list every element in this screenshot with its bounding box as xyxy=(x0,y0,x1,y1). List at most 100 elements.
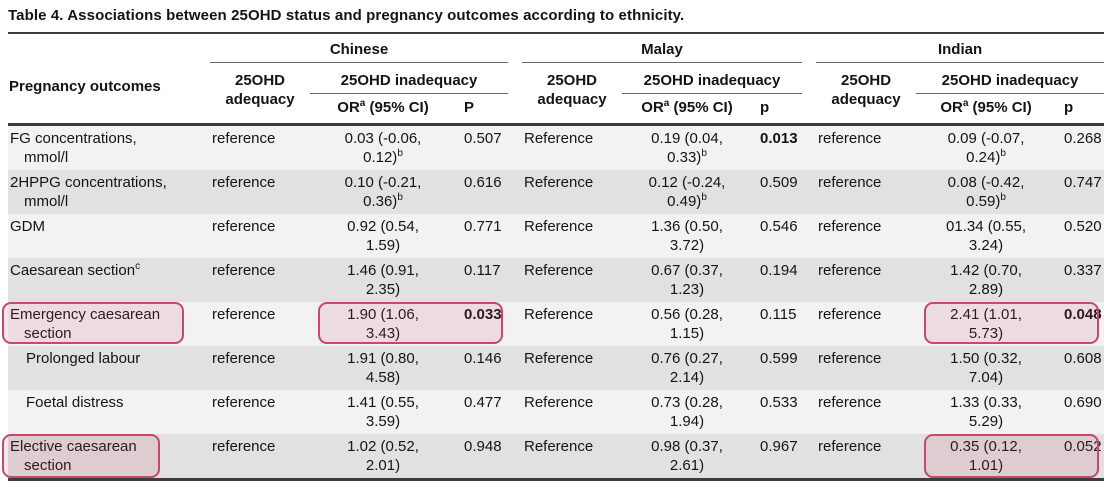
or-ci-cell: 0.76 (0.27, 2.14) xyxy=(622,346,752,390)
footnote-marker: b xyxy=(701,147,707,159)
or-ci-line2: 1.59) xyxy=(365,236,401,254)
outcome-text-line2: section xyxy=(24,456,72,474)
or-ci-line1: 0.08 (-0.42, xyxy=(947,174,1025,191)
adequacy-cell: reference xyxy=(818,130,882,147)
or-ci-cell: 0.98 (0.37, 2.61) xyxy=(622,434,752,481)
or-ci-line1: 1.41 (0.55, xyxy=(347,394,419,411)
or-ci-line1: 0.10 (-0.21, xyxy=(344,174,422,191)
column-spacer xyxy=(802,302,816,346)
p-header-chinese: P xyxy=(456,93,508,126)
table-row: FG concentrations, mmol/l reference 0.03 (-… xyxy=(8,124,1105,171)
inadequacy-header-indian: 25OHD inadequacy xyxy=(916,62,1105,94)
or-ci-line2: 0.49)b xyxy=(667,191,707,210)
outcome-text: Caesarean section xyxy=(10,262,136,279)
adequacy-cell: Reference xyxy=(524,218,594,235)
column-spacer xyxy=(508,170,522,214)
or-ci-line2: 0.33)b xyxy=(667,147,707,166)
adequacy-cell: reference xyxy=(816,434,917,481)
or-ci-cell: 0.03 (-0.06, 0.12)b xyxy=(310,125,456,171)
column-spacer xyxy=(802,34,816,63)
adequacy-header-indian: 25OHD adequacy xyxy=(816,62,917,126)
or-ci-line2: 1.01) xyxy=(968,456,1004,474)
or-ci-line2: 0.59)b xyxy=(966,191,1006,210)
outcome-label: Foetal distress xyxy=(10,394,196,413)
or-ci-header-malay: ORa (95% CI) xyxy=(622,93,752,126)
column-spacer xyxy=(198,34,210,63)
p-value-cell: 0.967 xyxy=(752,434,803,481)
column-spacer xyxy=(508,125,522,171)
or-ci-line1: 1.02 (0.52, xyxy=(347,438,419,455)
p-value-cell: 0.146 xyxy=(464,350,502,367)
column-spacer xyxy=(508,434,522,481)
adequacy-cell: reference xyxy=(212,350,276,367)
or-ci-line2: 5.73) xyxy=(968,324,1004,342)
or-ci-line2: 4.58) xyxy=(365,368,401,386)
or-ci-cell: 0.10 (-0.21, 0.36)b xyxy=(310,170,456,214)
adequacy-cell: Reference xyxy=(524,350,594,367)
column-spacer xyxy=(198,258,210,302)
footnote-marker: b xyxy=(1000,191,1006,203)
or-ci-cell: 0.19 (0.04, 0.33)b xyxy=(622,125,752,171)
or-ci-line1: 2.41 (1.01, xyxy=(950,306,1022,323)
or-ci-cell: 0.09 (-0.07, 0.24)b xyxy=(916,125,1056,171)
adequacy-cell: reference xyxy=(212,394,276,411)
or-ci-cell: 0.92 (0.54, 1.59) xyxy=(310,214,456,258)
or-ci-line2: 0.24)b xyxy=(966,147,1006,166)
table-row: Caesarean sectionc reference 1.46 (0.91, 2.… xyxy=(8,258,1105,302)
pregnancy-outcomes-header: Pregnancy outcomes xyxy=(8,62,198,126)
table-header: Chinese Malay Indian Pregnancy outcomes … xyxy=(8,34,1105,126)
p-value-cell: 0.013 xyxy=(760,130,798,147)
outcome-text: Elective caesarean xyxy=(10,438,137,455)
column-spacer xyxy=(198,434,210,481)
outcome-text: Foetal distress xyxy=(26,394,124,411)
p-value-cell: 0.520 xyxy=(1064,218,1102,235)
adequacy-cell: Reference xyxy=(524,306,594,323)
column-spacer xyxy=(802,170,816,214)
or-ci-line1: 0.35 (0.12, xyxy=(950,438,1022,455)
p-value-cell: 0.033 xyxy=(464,306,502,323)
p-value-cell: 0.477 xyxy=(464,394,502,411)
p-value-cell: 0.747 xyxy=(1064,174,1102,191)
or-ci-line2: 5.29) xyxy=(968,412,1004,430)
p-value-cell: 0.599 xyxy=(760,350,798,367)
outcome-text-line2: mmol/l xyxy=(24,148,69,166)
or-ci-line1: 0.09 (-0.07, xyxy=(947,130,1025,147)
column-spacer xyxy=(198,346,210,390)
outcome-label: Caesarean sectionc xyxy=(10,262,196,281)
column-spacer xyxy=(802,258,816,302)
outcome-cell: Foetal distress xyxy=(8,390,198,434)
or-ci-line1: 1.91 (0.80, xyxy=(347,350,419,367)
column-spacer xyxy=(198,170,210,214)
outcome-text: GDM xyxy=(10,218,45,235)
p-header-indian: p xyxy=(1056,93,1105,126)
column-spacer xyxy=(802,434,817,481)
outcomes-table: Chinese Malay Indian Pregnancy outcomes … xyxy=(8,34,1105,481)
p-value-cell: 0.546 xyxy=(760,218,798,235)
outcome-label: GDM xyxy=(10,218,196,237)
or-ci-line2: 3.72) xyxy=(669,236,705,254)
outcome-text: Prolonged labour xyxy=(26,350,141,367)
p-value-cell: 0.533 xyxy=(760,394,798,411)
outcome-label: 2HPPG concentrations, xyxy=(10,174,196,193)
column-spacer xyxy=(508,258,522,302)
or-ci-cell: 1.50 (0.32, 7.04) xyxy=(916,346,1056,390)
adequacy-cell: reference xyxy=(212,218,276,235)
or-ci-cell: 0.67 (0.37, 1.23) xyxy=(622,258,752,302)
footnote-marker: b xyxy=(701,191,707,203)
table-row: 2HPPG concentrations, mmol/l reference 0.10… xyxy=(8,170,1105,214)
adequacy-cell: reference xyxy=(212,174,276,191)
outcome-text: Emergency caesarean xyxy=(10,306,161,323)
adequacy-cell: reference xyxy=(818,394,882,411)
or-ci-line1: 0.92 (0.54, xyxy=(347,218,419,235)
or-ci-cell: 0.35 (0.12, 1.01) xyxy=(916,434,1057,481)
adequacy-cell: reference xyxy=(818,262,882,279)
group-header-chinese: Chinese xyxy=(210,34,508,63)
p-value-cell: 0.194 xyxy=(760,262,798,279)
or-ci-line2: 3.24) xyxy=(968,236,1004,254)
adequacy-cell: reference xyxy=(212,262,276,279)
adequacy-cell: reference xyxy=(818,218,882,235)
footnote-marker: c xyxy=(135,261,141,272)
or-ci-header-indian: ORa (95% CI) xyxy=(916,93,1057,126)
p-value-cell: 0.948 xyxy=(456,434,508,481)
column-spacer xyxy=(802,346,816,390)
